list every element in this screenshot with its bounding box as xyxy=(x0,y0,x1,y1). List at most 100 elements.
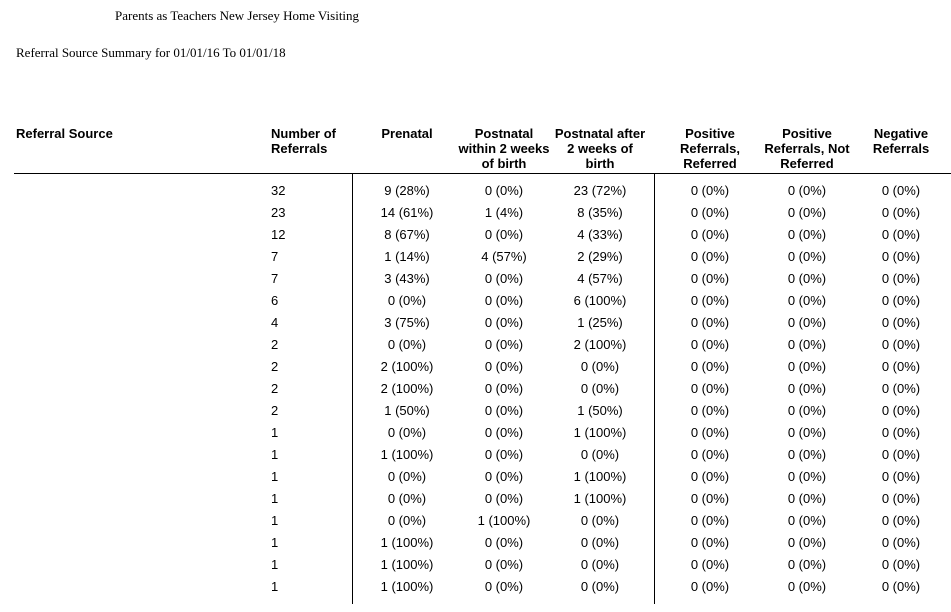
cell-prenatal: 1 (50%) xyxy=(384,403,430,418)
table-row: 12 8 (67%) 0 (0%) 4 (33%) 0 (0%) 0 (0%) 0 (0%) xyxy=(14,224,951,246)
cell-prenatal: 3 (43%) xyxy=(384,271,430,286)
header-postnatal-within-2-weeks: Postnatal within 2 weeks of birth xyxy=(458,126,550,171)
cell-positive-not-referred: 0 (0%) xyxy=(787,513,827,528)
cell-postnatal-within: 0 (0%) xyxy=(484,381,524,396)
cell-postnatal-within: 0 (0%) xyxy=(484,447,524,462)
table-row: 32 9 (28%) 0 (0%) 23 (72%) 0 (0%) 0 (0%) 0 (0%… xyxy=(14,180,951,202)
table-row: 7 1 (14%) 4 (57%) 2 (29%) 0 (0%) 0 (0%) 0 (0%) xyxy=(14,246,951,268)
table-row: 6 0 (0%) 0 (0%) 6 (100%) 0 (0%) 0 (0%) 0 (0%) xyxy=(14,290,951,312)
cell-prenatal: 1 (100%) xyxy=(380,579,434,594)
cell-positive-referred: 0 (0%) xyxy=(690,249,730,264)
cell-postnatal-within: 1 (4%) xyxy=(484,205,524,220)
header-negative-referrals: Negative Referrals xyxy=(872,126,930,156)
cell-number-of-referrals: 1 xyxy=(271,579,279,594)
cell-postnatal-within: 0 (0%) xyxy=(484,315,524,330)
cell-postnatal-within: 0 (0%) xyxy=(484,557,524,572)
cell-positive-referred: 0 (0%) xyxy=(690,535,730,550)
cell-prenatal: 14 (61%) xyxy=(380,205,434,220)
cell-negative-referrals: 0 (0%) xyxy=(881,293,921,308)
table-row: 2 2 (100%) 0 (0%) 0 (0%) 0 (0%) 0 (0%) 0 (0%) xyxy=(14,378,951,400)
cell-positive-referred: 0 (0%) xyxy=(690,359,730,374)
cell-number-of-referrals: 1 xyxy=(271,425,279,440)
cell-positive-referred: 0 (0%) xyxy=(690,513,730,528)
cell-positive-referred: 0 (0%) xyxy=(690,293,730,308)
cell-postnatal-after: 1 (25%) xyxy=(577,315,623,330)
cell-postnatal-after: 0 (0%) xyxy=(580,447,620,462)
cell-positive-referred: 0 (0%) xyxy=(690,183,730,198)
header-positive-referred: Positive Referrals, Referred xyxy=(680,126,740,171)
cell-postnatal-within: 0 (0%) xyxy=(484,469,524,484)
cell-negative-referrals: 0 (0%) xyxy=(881,315,921,330)
referral-summary-table: Referral Source Number of Referrals Pren… xyxy=(14,126,951,604)
cell-postnatal-after: 1 (50%) xyxy=(577,403,623,418)
header-referral-source: Referral Source xyxy=(16,126,113,141)
header-positive-not-referred: Positive Referrals, Not Referred xyxy=(764,126,850,171)
cell-prenatal: 1 (14%) xyxy=(384,249,430,264)
cell-number-of-referrals: 6 xyxy=(271,293,279,308)
cell-number-of-referrals: 4 xyxy=(271,315,279,330)
cell-negative-referrals: 0 (0%) xyxy=(881,535,921,550)
cell-prenatal: 0 (0%) xyxy=(387,293,427,308)
table-row: 1 0 (0%) 0 (0%) 1 (100%) 0 (0%) 0 (0%) 0 (0%) xyxy=(14,466,951,488)
cell-postnatal-within: 1 (100%) xyxy=(477,513,531,528)
cell-positive-not-referred: 0 (0%) xyxy=(787,359,827,374)
cell-prenatal: 2 (100%) xyxy=(380,359,434,374)
table-row: 2 0 (0%) 0 (0%) 2 (100%) 0 (0%) 0 (0%) 0 (0%) xyxy=(14,334,951,356)
cell-positive-not-referred: 0 (0%) xyxy=(787,447,827,462)
header-postnatal-after-2-weeks: Postnatal after 2 weeks of birth xyxy=(554,126,646,171)
cell-number-of-referrals: 1 xyxy=(271,535,279,550)
cell-negative-referrals: 0 (0%) xyxy=(881,491,921,506)
header-prenatal: Prenatal xyxy=(381,126,433,141)
cell-prenatal: 0 (0%) xyxy=(387,513,427,528)
cell-prenatal: 1 (100%) xyxy=(380,557,434,572)
organization-title: Parents as Teachers New Jersey Home Visi… xyxy=(115,8,360,23)
cell-positive-referred: 0 (0%) xyxy=(690,491,730,506)
cell-positive-not-referred: 0 (0%) xyxy=(787,381,827,396)
table-row: 1 1 (100%) 0 (0%) 0 (0%) 0 (0%) 0 (0%) 0 (0%) xyxy=(14,554,951,576)
cell-number-of-referrals: 7 xyxy=(271,271,279,286)
cell-positive-referred: 0 (0%) xyxy=(690,557,730,572)
cell-postnatal-after: 0 (0%) xyxy=(580,557,620,572)
cell-prenatal: 0 (0%) xyxy=(387,337,427,352)
cell-positive-not-referred: 0 (0%) xyxy=(787,183,827,198)
cell-postnatal-after: 1 (100%) xyxy=(573,425,627,440)
cell-postnatal-within: 0 (0%) xyxy=(484,425,524,440)
cell-postnatal-after: 0 (0%) xyxy=(580,579,620,594)
cell-number-of-referrals: 2 xyxy=(271,337,279,352)
cell-postnatal-within: 0 (0%) xyxy=(484,227,524,242)
cell-postnatal-within: 4 (57%) xyxy=(481,249,527,264)
cell-postnatal-within: 0 (0%) xyxy=(484,403,524,418)
cell-postnatal-after: 0 (0%) xyxy=(580,513,620,528)
table-row: 1 0 (0%) 0 (0%) 1 (100%) 0 (0%) 0 (0%) 0 (0%) xyxy=(14,488,951,510)
cell-negative-referrals: 0 (0%) xyxy=(881,469,921,484)
cell-positive-not-referred: 0 (0%) xyxy=(787,425,827,440)
cell-number-of-referrals: 12 xyxy=(271,227,286,242)
cell-number-of-referrals: 1 xyxy=(271,469,279,484)
cell-prenatal: 0 (0%) xyxy=(387,425,427,440)
table-row: 1 1 (100%) 0 (0%) 0 (0%) 0 (0%) 0 (0%) 0 (0%) xyxy=(14,444,951,466)
cell-postnatal-after: 1 (100%) xyxy=(573,469,627,484)
cell-positive-not-referred: 0 (0%) xyxy=(787,557,827,572)
cell-positive-not-referred: 0 (0%) xyxy=(787,469,827,484)
header-number-of-referrals: Number of Referrals xyxy=(271,126,336,156)
cell-positive-referred: 0 (0%) xyxy=(690,381,730,396)
cell-negative-referrals: 0 (0%) xyxy=(881,337,921,352)
cell-positive-referred: 0 (0%) xyxy=(690,227,730,242)
cell-positive-not-referred: 0 (0%) xyxy=(787,271,827,286)
cell-negative-referrals: 0 (0%) xyxy=(881,271,921,286)
cell-postnatal-within: 0 (0%) xyxy=(484,359,524,374)
cell-positive-not-referred: 0 (0%) xyxy=(787,579,827,594)
cell-positive-not-referred: 0 (0%) xyxy=(787,205,827,220)
cell-positive-referred: 0 (0%) xyxy=(690,205,730,220)
table-row: 2 2 (100%) 0 (0%) 0 (0%) 0 (0%) 0 (0%) 0 (0%) xyxy=(14,356,951,378)
cell-negative-referrals: 0 (0%) xyxy=(881,425,921,440)
cell-number-of-referrals: 1 xyxy=(271,491,279,506)
cell-positive-referred: 0 (0%) xyxy=(690,469,730,484)
cell-positive-not-referred: 0 (0%) xyxy=(787,227,827,242)
cell-number-of-referrals: 1 xyxy=(271,557,279,572)
cell-negative-referrals: 0 (0%) xyxy=(881,403,921,418)
cell-positive-referred: 0 (0%) xyxy=(690,579,730,594)
cell-negative-referrals: 0 (0%) xyxy=(881,579,921,594)
cell-postnatal-within: 0 (0%) xyxy=(484,271,524,286)
cell-negative-referrals: 0 (0%) xyxy=(881,381,921,396)
